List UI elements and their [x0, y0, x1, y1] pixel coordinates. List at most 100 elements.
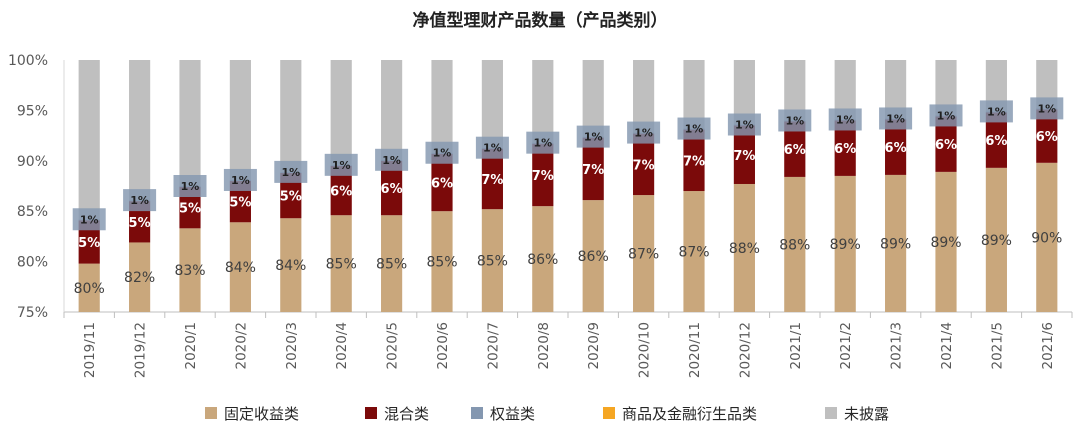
bar-segment: [78, 263, 100, 312]
y-tick-label: 80%: [17, 255, 48, 271]
legend-label: 权益类: [490, 405, 535, 423]
data-label-box: [375, 148, 409, 171]
bar-segment: [78, 60, 100, 220]
data-label: 89%: [880, 236, 911, 252]
data-label-box: [576, 125, 610, 148]
bar-segment: [935, 116, 957, 172]
bar-segment: [381, 215, 403, 312]
x-tick-label: 2020/6: [435, 322, 451, 370]
y-axis-ticks: 75% 80% 85% 90% 95% 100%: [8, 53, 48, 321]
x-tick-label: 2020/4: [334, 322, 350, 370]
data-label: 5%: [179, 202, 201, 217]
data-label-box: [72, 208, 106, 231]
x-tick-label: 2021/4: [939, 322, 955, 370]
y-tick-label: 100%: [8, 53, 48, 69]
bar-segment: [784, 121, 806, 177]
data-label: 7%: [532, 169, 554, 184]
data-label: 6%: [885, 141, 907, 156]
legend-label: 固定收益类: [224, 405, 299, 423]
bar-segment: [633, 195, 655, 312]
bar-segment: [481, 60, 503, 148]
legend-label: 商品及金融衍生品类: [622, 405, 757, 423]
data-label: 1%: [181, 180, 200, 193]
data-label: 85%: [376, 257, 407, 273]
bar-segment: [280, 60, 302, 172]
bar-segment: [381, 160, 403, 216]
data-label: 80%: [74, 281, 105, 297]
x-axis-ticks: 2019/11 2019/12 2020/1 2020/2 2020/3 2020/4 20…: [82, 322, 1056, 378]
legend-swatch: [825, 407, 837, 419]
data-label: 89%: [930, 235, 961, 251]
x-tick-label: 2019/12: [133, 322, 149, 378]
bar-segment: [834, 175, 856, 312]
bar-segment: [330, 165, 352, 216]
data-label: 7%: [633, 158, 655, 173]
bar-segment: [985, 112, 1007, 168]
data-label: 1%: [130, 194, 149, 207]
data-label: 1%: [231, 174, 250, 187]
bar-segment: [78, 220, 100, 264]
y-tick-label: 75%: [17, 305, 48, 321]
data-label-box: [1030, 97, 1064, 120]
data-label-box: [526, 131, 560, 154]
bar-segment: [229, 180, 251, 223]
bar-segment: [733, 60, 755, 125]
data-label-box: [173, 175, 207, 197]
data-label: 89%: [981, 233, 1012, 249]
data-label: 6%: [1036, 130, 1058, 145]
bars: 80% 5% 1% 82% 5% 1% 83% 5% 1% 84% 5% 1% 84% 5% 1% 85% 6%…: [72, 60, 1064, 312]
bar-segment: [229, 222, 251, 312]
x-tick-label: 2021/2: [838, 322, 854, 370]
data-label-box: [879, 107, 913, 130]
bar-segment: [431, 211, 453, 312]
bar-segment: [834, 120, 856, 176]
data-label: 86%: [527, 252, 558, 268]
bar-segment: [683, 191, 705, 312]
bar-segment: [935, 171, 957, 312]
axis-lines: [63, 60, 1073, 318]
data-label: 1%: [1037, 102, 1056, 115]
bar-segment: [179, 187, 201, 229]
bar-segment: [784, 60, 806, 121]
bar-segment: [834, 60, 856, 120]
data-label: 6%: [431, 176, 453, 191]
data-label: 1%: [937, 109, 956, 122]
x-tick-label: 2021/6: [1040, 322, 1056, 370]
x-tick-label: 2021/1: [788, 322, 804, 370]
data-label: 88%: [779, 237, 810, 253]
x-tick-label: 2021/3: [889, 322, 905, 370]
data-label: 1%: [483, 142, 502, 155]
bar-segment: [481, 148, 503, 210]
data-label: 1%: [836, 113, 855, 126]
bar-segment: [280, 172, 302, 219]
data-label: 87%: [678, 245, 709, 261]
bar-segment: [129, 201, 151, 243]
x-tick-label: 2020/5: [385, 322, 401, 370]
data-label-box: [828, 108, 862, 131]
bar-segment: [633, 133, 655, 196]
data-label: 6%: [784, 143, 806, 158]
legend-swatch: [471, 407, 483, 419]
bar-segment: [431, 60, 453, 153]
bar-segment: [582, 60, 604, 137]
bar-segment: [1036, 162, 1058, 312]
data-label: 6%: [935, 138, 957, 153]
bar-segment: [1036, 109, 1058, 163]
x-tick-label: 2020/11: [687, 322, 703, 378]
data-label: 1%: [433, 147, 452, 160]
legend-swatch: [603, 407, 615, 419]
x-tick-label: 2020/9: [586, 322, 602, 370]
data-label: 7%: [733, 149, 755, 164]
data-label: 84%: [225, 260, 256, 276]
data-label: 88%: [729, 241, 760, 257]
bar-segment: [229, 60, 251, 180]
chart-title: 净值型理财产品数量（产品类别）: [413, 10, 668, 31]
data-label: 1%: [382, 154, 401, 167]
data-label: 86%: [578, 249, 609, 265]
data-label: 5%: [229, 196, 251, 211]
bar-segment: [1036, 60, 1058, 109]
data-label: 6%: [834, 142, 856, 157]
bar-segment: [985, 167, 1007, 312]
data-label: 84%: [275, 258, 306, 274]
bar-segment: [481, 209, 503, 312]
